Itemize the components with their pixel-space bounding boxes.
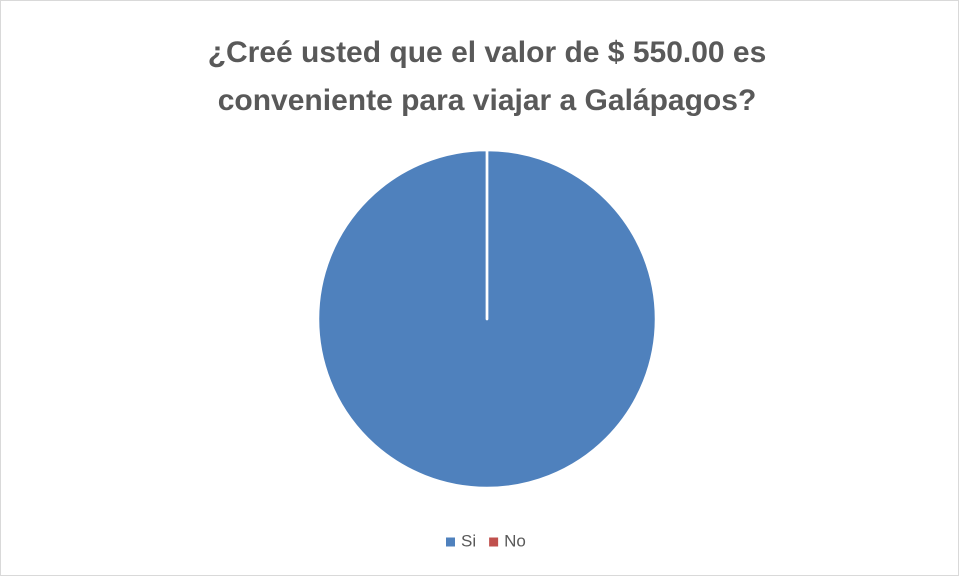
legend-swatch [489,537,499,547]
chart-title: ¿Creé usted que el valor de $ 550.00 es [208,36,767,69]
legend-swatch [446,537,455,547]
legend-label: No [504,531,526,550]
chart-title: conveniente para viajar a Galápagos? [218,84,757,117]
legend-label: Si [461,531,476,550]
